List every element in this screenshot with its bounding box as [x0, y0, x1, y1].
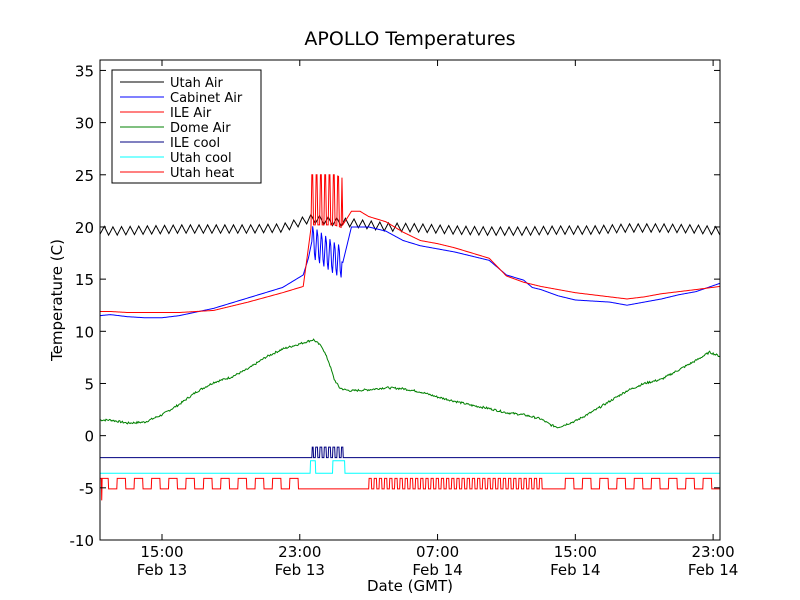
y-tick-label: -5	[79, 480, 94, 498]
x-tick-date: Feb 13	[137, 561, 187, 579]
legend-label-cabinet-air: Cabinet Air	[170, 91, 243, 106]
y-tick-label: 20	[75, 219, 94, 237]
series-layer	[100, 174, 720, 501]
legend-label-utah-heat: Utah heat	[170, 166, 234, 181]
series-cabinet-air	[100, 226, 720, 319]
series-dome-air	[100, 338, 720, 429]
series-ile-air	[100, 174, 720, 314]
y-tick-label: 0	[84, 428, 94, 446]
series-utah-air	[100, 213, 720, 237]
x-tick-time: 07:00	[416, 543, 459, 561]
y-tick-label: -10	[70, 532, 95, 550]
y-tick-label: 35	[75, 62, 94, 80]
legend-label-ile-air: ILE Air	[170, 106, 212, 121]
plot-frame	[99, 59, 721, 541]
y-axis-label: Temperature (C)	[48, 239, 66, 362]
x-tick-date: Feb 14	[688, 561, 738, 579]
x-tick-date: Feb 14	[550, 561, 600, 579]
x-tick-time: 23:00	[691, 543, 734, 561]
y-tick-label: 30	[75, 115, 94, 133]
legend-label-dome-air: Dome Air	[170, 121, 231, 136]
x-tick-date: Feb 14	[412, 561, 462, 579]
y-tick-label: 5	[84, 375, 94, 393]
x-tick-time: 15:00	[554, 543, 597, 561]
legend-label-ile-cool: ILE cool	[170, 136, 220, 151]
x-tick-date: Feb 13	[275, 561, 325, 579]
y-tick-label: 10	[75, 323, 94, 341]
legend-label-utah-air: Utah Air	[170, 76, 223, 91]
x-axis-label: Date (GMT)	[367, 577, 453, 595]
y-tick-label: 15	[75, 271, 94, 289]
series-utah-cool	[100, 460, 720, 474]
x-tick-time: 15:00	[140, 543, 183, 561]
y-tick-label: 25	[75, 167, 94, 185]
legend-label-utah-cool: Utah cool	[170, 151, 232, 166]
x-tick-time: 23:00	[278, 543, 321, 561]
series-utah-heat	[100, 477, 720, 501]
series-ile-cool	[100, 446, 720, 459]
chart-title: APOLLO Temperatures	[304, 28, 515, 50]
